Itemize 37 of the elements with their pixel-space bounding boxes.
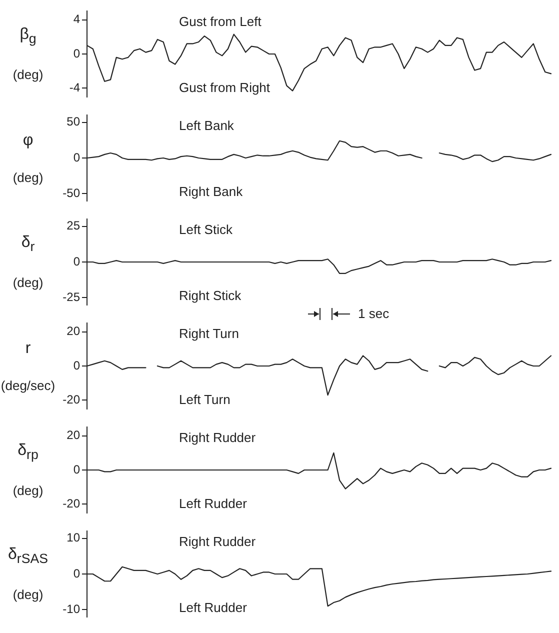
- annotation: Left Rudder: [179, 496, 248, 511]
- text: δ$_{rp}$ (deg): [12, 442, 44, 498]
- y-tick-label: 0: [73, 150, 80, 164]
- annotation: Right Rudder: [179, 430, 256, 445]
- annotation: Right Rudder: [179, 534, 256, 549]
- annotation: Right Stick: [179, 288, 242, 303]
- y-tick-label: -20: [62, 496, 80, 511]
- y-tick-label: 20: [66, 324, 80, 338]
- y-tick-label: 0: [73, 46, 80, 60]
- y-tick-label: 10: [66, 530, 80, 545]
- y-tick-label: 25: [66, 218, 80, 233]
- annotation: Left Stick: [179, 222, 233, 237]
- text: δ$_{rSAS}$ (deg): [8, 546, 48, 602]
- annotation: Gust from Left: [179, 14, 262, 29]
- annotation: Left Bank: [179, 118, 234, 133]
- annotation: Right Turn: [179, 326, 239, 341]
- y-tick-label: 0: [73, 462, 80, 476]
- annotation: Right Bank: [179, 184, 244, 199]
- y-tick-label: 20: [66, 428, 80, 442]
- y-tick-label: 0: [73, 254, 80, 268]
- y-tick-label: -20: [62, 392, 80, 407]
- text: φ (deg): [12, 132, 44, 184]
- y-tick-label: -25: [62, 290, 80, 304]
- y-tick-label: 0: [73, 358, 80, 372]
- y-tick-label: 4: [73, 12, 80, 26]
- text: r (deg/sec): [0, 340, 56, 392]
- annotation: Gust from Right: [179, 80, 270, 95]
- text: δ$_{r}$ (deg): [12, 234, 44, 290]
- text: β$_{g}$ (deg): [12, 26, 44, 82]
- y-tick-label: 50: [66, 114, 80, 129]
- annotation: Left Turn: [179, 392, 230, 407]
- y-tick-label: -4: [69, 80, 80, 95]
- text: 1 sec: [358, 306, 390, 321]
- y-tick-label: -10: [62, 602, 80, 616]
- annotation: Left Rudder: [179, 600, 248, 615]
- y-tick-label: 0: [73, 566, 80, 580]
- y-tick-label: -50: [62, 186, 80, 200]
